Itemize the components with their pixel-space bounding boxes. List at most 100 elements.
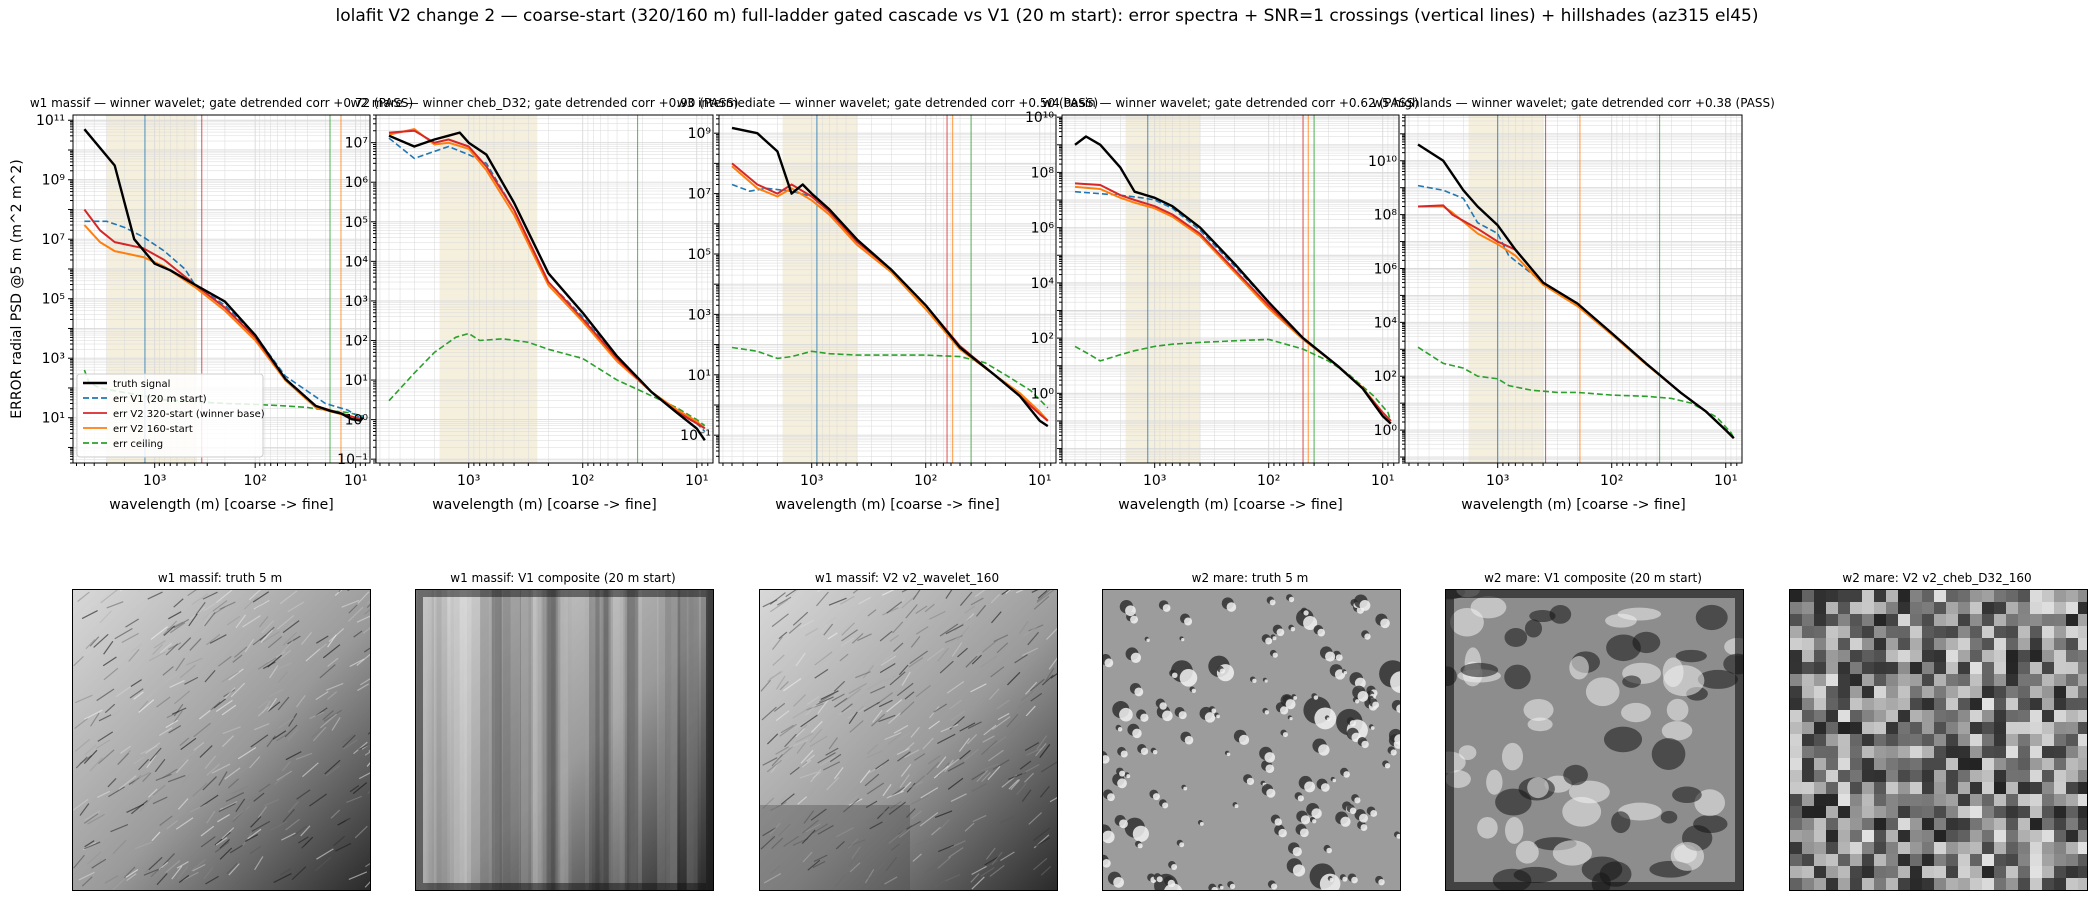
texture <box>298 836 309 844</box>
texture <box>96 688 115 702</box>
block-cell <box>1910 782 1922 794</box>
crater-rim <box>1303 610 1309 616</box>
texture <box>801 829 816 844</box>
block-cell <box>1970 662 1982 674</box>
texture <box>893 724 909 734</box>
texture <box>162 853 175 866</box>
hillshade-svg <box>1790 590 2087 890</box>
texture <box>288 713 298 727</box>
block-cell <box>1850 710 1862 722</box>
block-cell <box>1946 710 1958 722</box>
x-axis-label: wavelength (m) [coarse -> fine] <box>1118 497 1342 513</box>
hillshade-title-3: w1 massif: V2 v2_wavelet_160 <box>814 571 1000 585</box>
texture <box>945 590 953 599</box>
texture <box>214 841 230 853</box>
texture <box>367 790 370 795</box>
block-cell <box>1970 866 1982 878</box>
blob <box>1672 786 1702 804</box>
texture <box>807 859 821 871</box>
texture <box>169 622 186 634</box>
texture <box>471 590 490 890</box>
texture <box>142 772 152 782</box>
texture <box>981 772 991 782</box>
crater-rim <box>1372 701 1380 709</box>
texture <box>971 865 987 875</box>
texture <box>261 685 275 695</box>
block-cell <box>2018 710 2030 722</box>
y-tick-label: 10⁻¹ <box>337 452 368 468</box>
block-cell <box>2030 686 2042 698</box>
block-cell <box>1790 662 1802 674</box>
block-cell <box>1814 758 1826 770</box>
texture <box>301 836 314 849</box>
texture <box>218 802 236 813</box>
block-cell <box>1862 626 1874 638</box>
texture <box>909 650 928 665</box>
texture <box>619 590 636 890</box>
series-line-ceiling <box>388 332 706 427</box>
texture <box>819 692 835 703</box>
texture <box>1016 590 1024 594</box>
blob <box>1675 649 1707 663</box>
block-cell <box>2066 650 2078 662</box>
texture <box>793 694 807 707</box>
block-cell <box>1910 674 1922 686</box>
texture <box>206 810 216 824</box>
texture <box>981 639 999 653</box>
block-cell <box>1826 614 1838 626</box>
block-cell <box>2018 746 2030 758</box>
texture <box>165 643 179 656</box>
block-cell <box>1922 602 1934 614</box>
texture <box>773 796 787 810</box>
block-cell <box>1802 758 1814 770</box>
texture <box>670 590 678 890</box>
block-cell <box>2078 626 2087 638</box>
texture <box>911 795 929 805</box>
block-cell <box>2078 686 2087 698</box>
block-cell <box>2054 794 2066 806</box>
block-cell <box>2054 626 2066 638</box>
block-cell <box>1814 674 1826 686</box>
texture <box>518 590 533 890</box>
texture <box>1000 851 1015 862</box>
block-cell <box>1862 614 1874 626</box>
chart-panel-2: 10¹10²10³10⁻¹10⁰10¹10²10³10⁴10⁵10⁶10⁷w2 … <box>337 96 738 513</box>
texture <box>678 590 698 890</box>
block-cell <box>1838 722 1850 734</box>
texture <box>595 590 608 890</box>
block-cell <box>1802 722 1814 734</box>
crater-rim <box>1290 626 1296 632</box>
crater-rim <box>1326 717 1331 722</box>
texture <box>799 771 818 779</box>
block-cell <box>1970 746 1982 758</box>
block-cell <box>1850 590 1862 602</box>
block-cell <box>1898 806 1910 818</box>
block-cell <box>2018 614 2030 626</box>
block-cell <box>2078 794 2087 806</box>
texture <box>1020 690 1034 702</box>
texture <box>799 754 815 768</box>
texture <box>222 726 241 735</box>
texture <box>168 725 182 734</box>
texture <box>996 642 1009 654</box>
texture <box>266 698 277 713</box>
texture <box>137 590 143 593</box>
texture <box>258 783 271 793</box>
block-cell <box>1886 590 1898 602</box>
block-cell <box>2054 842 2066 854</box>
hillshade-base <box>760 590 1057 890</box>
block-cell <box>1826 722 1838 734</box>
texture <box>1025 681 1038 695</box>
block-cell <box>1934 842 1946 854</box>
block-cell <box>2006 710 2018 722</box>
texture <box>686 590 698 890</box>
texture <box>133 691 144 700</box>
block-cell <box>2006 626 2018 638</box>
texture <box>173 710 183 724</box>
texture <box>138 699 155 713</box>
block-cell <box>1958 602 1970 614</box>
texture <box>190 858 207 872</box>
